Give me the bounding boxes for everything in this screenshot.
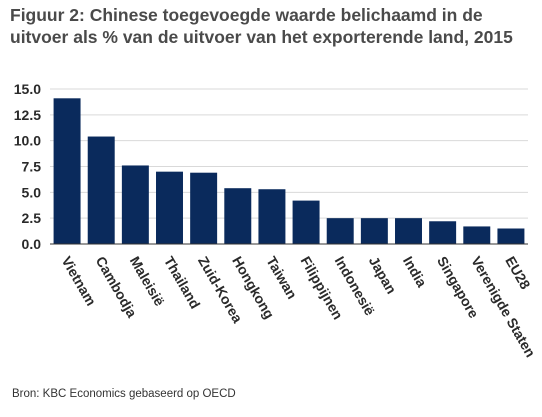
bar xyxy=(395,218,422,244)
bar-chart: 15.0 12.5 10.0 7.5 5.0 2.5 0.0 VietnamCambodja… xyxy=(14,81,539,360)
bars xyxy=(53,98,525,244)
x-tick-label: Japan xyxy=(366,254,400,297)
x-tick-label: EU28 xyxy=(502,254,533,293)
x-tick-label: India xyxy=(400,254,430,290)
bar xyxy=(190,172,218,244)
bar xyxy=(497,228,525,244)
bar xyxy=(292,200,320,244)
bar xyxy=(429,221,457,244)
bar xyxy=(463,226,491,244)
x-axis-ticks: VietnamCambodjaMaleisiëThailandZuid-Kore… xyxy=(58,254,538,360)
x-tick-label: Taiwan xyxy=(263,254,300,302)
source-note: Bron: KBC Economics gebaseerd op OECD xyxy=(12,388,236,400)
y-tick-label: 0.0 xyxy=(22,236,42,252)
gridlines xyxy=(50,88,528,219)
y-tick-label: 5.0 xyxy=(22,184,42,200)
bar xyxy=(360,218,388,244)
y-tick-label: 12.5 xyxy=(14,107,41,123)
bar xyxy=(53,98,81,244)
y-tick-label: 15.0 xyxy=(14,81,41,97)
y-tick-label: 7.5 xyxy=(22,159,42,175)
bar xyxy=(258,189,286,244)
bar xyxy=(326,218,354,244)
bar xyxy=(87,136,115,244)
y-tick-label: 2.5 xyxy=(22,210,42,226)
bar xyxy=(156,171,183,244)
bar xyxy=(224,188,252,244)
y-axis-ticks: 15.0 12.5 10.0 7.5 5.0 2.5 0.0 xyxy=(14,81,41,252)
y-tick-label: 10.0 xyxy=(14,133,41,149)
bar xyxy=(121,165,149,244)
chart-title: Figuur 2: Chinese toegevoegde waarde bel… xyxy=(10,5,513,47)
